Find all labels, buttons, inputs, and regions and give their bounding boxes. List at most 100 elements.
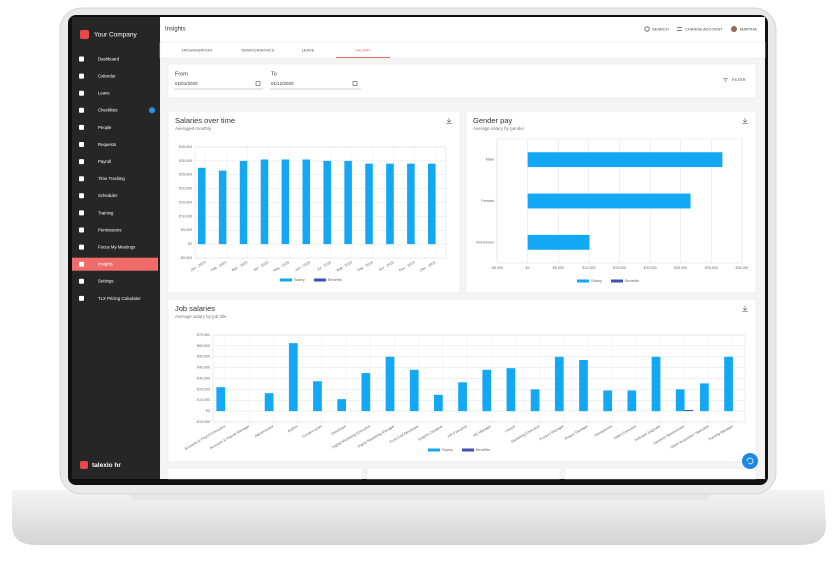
- top-bar: [160, 17, 765, 42]
- menu-icon: [79, 193, 84, 199]
- x-tick-label: €20,000: [644, 266, 657, 270]
- from-input[interactable]: 01/01/2020: [175, 81, 198, 86]
- menu-item[interactable]: Insights: [98, 262, 113, 267]
- menu-icon: [79, 73, 84, 79]
- bar: [197, 167, 206, 245]
- menu-icon: [79, 56, 84, 62]
- menu-icon: [79, 90, 84, 96]
- bar: [409, 369, 419, 412]
- dynamic-ui: Dashboard Calendar Leave Checklists People Re…: [72, 48, 749, 452]
- y-tick-label: €0: [188, 242, 192, 246]
- x-tick-label: Jul - 2020: [316, 260, 332, 271]
- bar: [337, 399, 346, 412]
- menu-item[interactable]: Calendar: [98, 74, 116, 79]
- to-label: To: [271, 71, 277, 77]
- bar: [365, 163, 373, 245]
- y-tick-label: €25,000: [179, 173, 192, 177]
- menu-item[interactable]: Dashboard: [98, 56, 120, 61]
- bar: [218, 170, 227, 245]
- x-tick-label: Oct - 2020: [378, 260, 395, 272]
- tab[interactable]: DEMOGRAPHICS: [242, 48, 275, 53]
- menu-item[interactable]: Scheduler: [98, 193, 118, 198]
- bar: [482, 369, 492, 412]
- tab[interactable]: SALARY: [355, 48, 371, 53]
- download-icon[interactable]: [742, 306, 748, 312]
- y-tick-label: €50,000: [197, 355, 210, 359]
- x-tick-label: €0: [526, 266, 530, 270]
- y-tick-label: €10,000: [197, 398, 210, 402]
- legend-swatch: [462, 448, 474, 452]
- avatar[interactable]: [731, 26, 737, 32]
- change-account-icon: [677, 27, 682, 31]
- bar: [527, 152, 723, 168]
- to-input[interactable]: 01/12/2020: [271, 81, 294, 86]
- menu-icon: [79, 244, 84, 250]
- tab[interactable]: ORGANISATION: [182, 48, 212, 53]
- card: [167, 467, 363, 480]
- card-subtitle: Averaged monthly: [175, 126, 212, 131]
- sidebar: [72, 17, 160, 479]
- legend-swatch: [314, 278, 326, 282]
- filter-button[interactable]: FILTER: [732, 77, 746, 82]
- plot-frame: [212, 334, 746, 423]
- legend-swatch: [428, 448, 440, 452]
- menu-item[interactable]: Permissions: [98, 227, 121, 232]
- bar: [288, 343, 298, 412]
- legend-label: Benefits: [476, 448, 490, 452]
- x-tick-label: €15,000: [613, 266, 626, 270]
- menu-icon: [79, 295, 84, 301]
- menu-icon: [79, 159, 84, 165]
- menu-item[interactable]: Requests: [98, 142, 116, 147]
- y-tick-label: €0: [206, 409, 210, 413]
- bar: [527, 193, 691, 209]
- bar: [386, 163, 394, 245]
- tab-indicator: [336, 57, 390, 58]
- y-tick-label: €70,000: [197, 333, 210, 337]
- y-tick-label: €35,000: [179, 145, 192, 149]
- bar: [313, 381, 322, 412]
- bar: [700, 383, 709, 412]
- fab-button[interactable]: [742, 453, 758, 469]
- bar: [281, 159, 290, 245]
- menu-item[interactable]: Settings: [98, 279, 114, 284]
- search-button[interactable]: SEARCH: [652, 27, 669, 32]
- card-subtitle: Average salary by gender: [473, 126, 525, 131]
- x-tick-label: €30,000: [705, 266, 718, 270]
- menu-item[interactable]: Leave: [98, 91, 110, 96]
- x-tick-label: Jun - 2020: [294, 260, 311, 272]
- menu-item[interactable]: Focus My Meetings: [98, 245, 135, 250]
- card: [564, 467, 757, 480]
- to-calendar-icon[interactable]: [352, 81, 358, 86]
- menu-icon: [79, 107, 84, 113]
- menu-item[interactable]: Training: [98, 210, 114, 215]
- menu-item[interactable]: People: [98, 125, 112, 130]
- y-tick-label: Male: [486, 158, 494, 162]
- legend-label: Salary: [442, 448, 453, 452]
- menu-active-bg: [72, 257, 158, 271]
- download-icon[interactable]: [742, 118, 748, 124]
- bar: [530, 389, 540, 412]
- bar: [627, 390, 637, 412]
- bar: [527, 234, 590, 250]
- menu-item[interactable]: Payroll: [98, 159, 111, 164]
- menu-item[interactable]: Time Tracking: [98, 176, 125, 181]
- y-tick-label: €30,000: [179, 159, 192, 163]
- y-tick-label: €40,000: [197, 366, 210, 370]
- menu-item[interactable]: Checklists: [98, 108, 118, 113]
- user-name[interactable]: MARTHA: [740, 27, 757, 32]
- filter-icon: [723, 78, 728, 82]
- menu-item[interactable]: TLX Pricing Calculator: [98, 296, 141, 301]
- change-account-button[interactable]: CHANGE ACCOUNT: [685, 27, 723, 32]
- menu-icon: [79, 227, 84, 233]
- download-icon[interactable]: [446, 118, 452, 124]
- menu-icon: [79, 124, 84, 130]
- x-tick-label: €5,000: [553, 266, 564, 270]
- y-tick-label: €5,000: [181, 228, 192, 232]
- card: [167, 110, 461, 294]
- menu-icon: [79, 176, 84, 182]
- legend-swatch: [577, 279, 589, 283]
- bar: [302, 159, 311, 245]
- tab[interactable]: LEAVE: [302, 48, 315, 53]
- from-calendar-icon[interactable]: [255, 81, 261, 86]
